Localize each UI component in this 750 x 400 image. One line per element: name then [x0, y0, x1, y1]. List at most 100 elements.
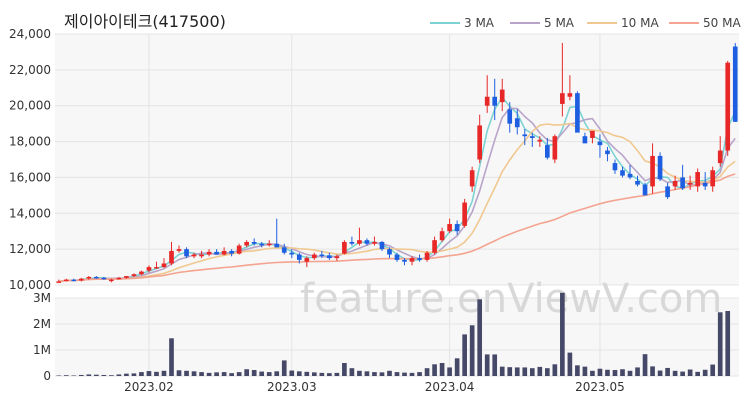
- candle-body: [575, 93, 580, 133]
- date-tick-label: 2023.05: [575, 380, 625, 394]
- candle-body: [695, 172, 700, 187]
- candle-body: [259, 243, 265, 246]
- candle-body: [477, 125, 483, 160]
- volume-tick-label: 0: [43, 369, 51, 383]
- candle-body: [357, 240, 362, 244]
- volume-bar: [514, 367, 520, 376]
- volume-bar: [417, 372, 422, 376]
- candle-body: [627, 173, 633, 178]
- candle-body: [409, 258, 415, 262]
- candle-body: [454, 224, 460, 232]
- candle-body: [665, 186, 670, 198]
- price-tick-label: 18,000: [9, 135, 51, 149]
- candle-body: [274, 243, 280, 248]
- volume-bar: [94, 374, 99, 376]
- volume-bar: [274, 371, 280, 376]
- volume-bar: [484, 354, 490, 376]
- candle-body: [364, 240, 370, 244]
- price-tick-label: 22,000: [9, 63, 51, 77]
- candle-body: [199, 254, 204, 257]
- candle-body: [499, 89, 505, 103]
- volume-bar: [311, 372, 317, 376]
- candle-body: [109, 279, 114, 282]
- volume-bar: [86, 374, 92, 376]
- volume-bar: [702, 369, 708, 376]
- candle-body: [424, 252, 430, 260]
- candle-body: [349, 241, 355, 244]
- candle-body: [334, 256, 340, 259]
- candle-body: [687, 182, 693, 185]
- candle-body: [71, 279, 77, 282]
- volume-bar: [582, 366, 588, 376]
- date-tick-label: 2023.04: [425, 380, 475, 394]
- candle-body: [544, 145, 550, 158]
- candle-body: [63, 279, 69, 282]
- volume-tick-label: 1M: [33, 343, 51, 357]
- candle-body: [710, 170, 716, 187]
- volume-bar: [139, 372, 144, 376]
- candle-body: [124, 276, 129, 278]
- volume-bar: [447, 367, 452, 376]
- candle-body: [146, 267, 152, 271]
- volume-bar: [342, 363, 347, 376]
- candle-body: [266, 243, 272, 246]
- candle-body: [560, 93, 565, 104]
- volume-bar: [319, 372, 325, 376]
- candle-body: [229, 250, 234, 254]
- candle-body: [289, 252, 295, 255]
- candle-body: [214, 251, 219, 255]
- volume-bar: [372, 372, 377, 376]
- volume-bar: [176, 370, 182, 376]
- candle-body: [387, 249, 392, 255]
- volume-tick-label: 3M: [33, 291, 51, 305]
- volume-bar: [281, 360, 287, 376]
- volume-bar: [575, 365, 580, 376]
- candle-body: [191, 254, 197, 257]
- price-tick-label: 14,000: [9, 206, 51, 220]
- candle-body: [281, 247, 287, 253]
- price-tick-label: 12,000: [9, 242, 51, 256]
- candle-body: [244, 241, 250, 246]
- candle-body: [620, 170, 625, 176]
- candle-body: [567, 93, 573, 97]
- candlesticks: [56, 42, 738, 283]
- candle-body: [86, 276, 92, 279]
- legend-label: 50 MA: [703, 16, 741, 30]
- candle-body: [154, 267, 159, 269]
- volume-bar: [394, 372, 400, 376]
- candle-body: [139, 271, 144, 275]
- volume-bar: [717, 312, 723, 376]
- candle-body: [379, 241, 385, 250]
- volume-bar: [251, 370, 257, 376]
- volume-bar: [63, 375, 69, 376]
- candle-body: [342, 241, 347, 254]
- volume-bar: [477, 299, 483, 376]
- candle-body: [447, 224, 452, 232]
- candle-body: [206, 251, 212, 255]
- legend: 3 MA 5 MA 10 MA 50 MA: [430, 16, 741, 30]
- candle-body: [605, 150, 610, 155]
- volume-axis-ticks: 0 1M 2M 3M: [33, 291, 51, 383]
- candle-body: [702, 182, 708, 187]
- volume-bar: [409, 372, 415, 376]
- volume-bar: [78, 374, 84, 376]
- watermark: feature.enViewV.com: [300, 276, 722, 322]
- candle-body: [492, 96, 498, 106]
- volume-bar: [552, 364, 558, 376]
- volume-bar: [71, 375, 77, 376]
- volume-bar: [402, 372, 407, 376]
- volume-bar: [687, 369, 693, 376]
- volume-bar: [612, 370, 618, 376]
- candle-body: [184, 249, 189, 257]
- volume-bar: [680, 371, 685, 376]
- volume-bar: [462, 334, 467, 376]
- volume-bar: [469, 325, 475, 376]
- volume-bar: [560, 292, 565, 376]
- candle-body: [537, 139, 543, 142]
- candle-body: [635, 181, 640, 185]
- price-tick-label: 16,000: [9, 170, 51, 184]
- volume-bar: [544, 368, 550, 376]
- candle-body: [657, 155, 663, 180]
- candle-body: [94, 276, 99, 279]
